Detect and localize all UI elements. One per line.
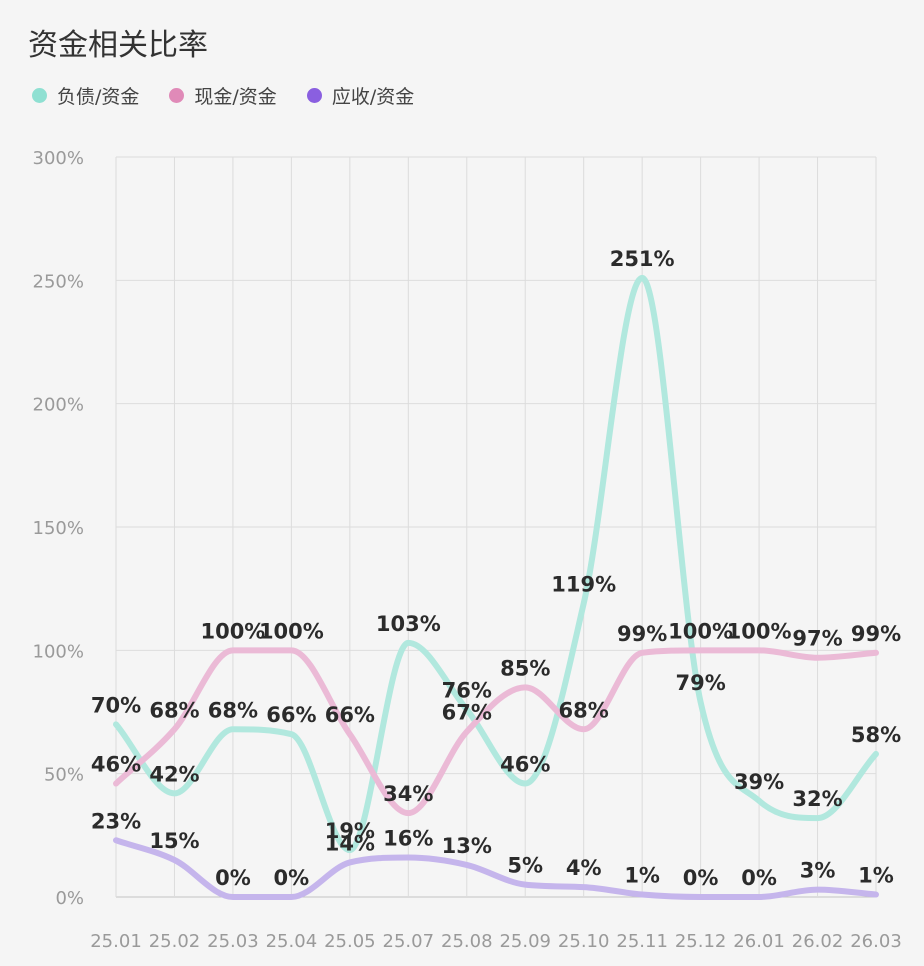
data-label-receivable: 0% (274, 866, 310, 890)
y-tick-label: 0% (55, 888, 84, 909)
data-label-debt: 42% (149, 762, 199, 786)
x-tick-label: 25.10 (558, 931, 610, 952)
data-label-cash: 100% (727, 619, 792, 643)
y-tick-label: 150% (33, 518, 84, 539)
legend-label-debt: 负债/资金 (57, 86, 140, 108)
data-label-cash: 85% (500, 656, 550, 680)
data-label-receivable: 1% (858, 864, 894, 888)
x-tick-label: 25.12 (675, 931, 727, 952)
series-line-receivable (113, 837, 879, 900)
x-tick-label: 25.01 (90, 931, 142, 952)
data-label-receivable: 16% (383, 827, 433, 851)
data-label-receivable: 14% (325, 831, 375, 855)
data-label-receivable: 0% (215, 866, 251, 890)
data-label-cash: 46% (91, 753, 141, 777)
data-label-debt: 32% (792, 787, 842, 811)
data-label-debt: 251% (610, 247, 675, 271)
data-label-receivable: 13% (442, 834, 492, 858)
x-tick-label: 25.07 (383, 931, 435, 952)
x-tick-label: 25.03 (207, 931, 259, 952)
data-label-receivable: 15% (149, 829, 199, 853)
data-label-receivable: 0% (741, 866, 777, 890)
y-tick-label: 50% (44, 765, 84, 786)
data-label-cash: 34% (383, 782, 433, 806)
legend-marker-receivable (306, 88, 322, 103)
x-tick-label: 26.03 (850, 931, 902, 952)
data-label-cash: 100% (668, 619, 733, 643)
legend-marker-cash (169, 88, 185, 103)
data-label-debt: 66% (266, 703, 316, 727)
data-label-cash: 66% (325, 703, 375, 727)
data-label-debt: 70% (91, 693, 141, 717)
x-tick-label: 25.09 (499, 931, 551, 952)
legend-item-receivable[interactable]: 应收/资金 (306, 82, 415, 109)
y-tick-label: 250% (33, 271, 84, 292)
data-label-cash: 68% (149, 698, 199, 722)
legend: 负债/资金 现金/资金 应收/资金 (32, 82, 414, 109)
legend-item-cash[interactable]: 现金/资金 (169, 82, 277, 109)
data-label-debt: 39% (734, 770, 784, 794)
y-tick-label: 300% (33, 148, 84, 169)
data-label-debt: 58% (851, 723, 901, 747)
data-label-debt: 119% (551, 572, 616, 596)
data-label-receivable: 23% (91, 809, 141, 833)
legend-item-debt[interactable]: 负债/资金 (32, 82, 139, 109)
legend-label-cash: 现金/资金 (194, 86, 277, 108)
x-tick-label: 25.02 (149, 931, 201, 952)
data-label-cash: 67% (442, 701, 492, 725)
data-label-debt: 76% (442, 679, 492, 703)
data-label-receivable: 5% (507, 854, 543, 878)
data-label-cash: 99% (617, 622, 667, 646)
data-label-receivable: 0% (683, 866, 719, 890)
data-label-debt: 103% (376, 612, 441, 636)
x-tick-label: 25.11 (616, 931, 668, 952)
data-label-cash: 100% (200, 619, 265, 643)
data-label-cash: 68% (559, 698, 609, 722)
data-label-receivable: 1% (624, 864, 660, 888)
data-label-debt: 46% (500, 753, 550, 777)
data-label-cash: 99% (851, 622, 901, 646)
data-label-debt: 79% (675, 671, 725, 695)
x-tick-label: 25.04 (266, 931, 318, 952)
y-tick-label: 200% (33, 395, 84, 416)
legend-label-receivable: 应收/资金 (331, 86, 415, 108)
data-label-cash: 97% (792, 627, 842, 651)
y-tick-label: 100% (33, 641, 84, 662)
x-tick-label: 26.01 (733, 931, 785, 952)
legend-marker-debt (32, 88, 47, 103)
data-label-cash: 100% (259, 619, 324, 643)
x-tick-label: 25.05 (324, 931, 376, 952)
series-line-debt (113, 274, 879, 854)
data-label-receivable: 3% (800, 859, 836, 883)
series-line-cash (113, 647, 879, 817)
data-label-debt: 68% (208, 698, 258, 722)
data-label-debt: 19% (325, 819, 375, 843)
chart-title: 资金相关比率 (28, 28, 208, 63)
x-tick-label: 26.02 (792, 931, 844, 952)
data-label-receivable: 4% (566, 856, 602, 880)
x-tick-label: 25.08 (441, 931, 493, 952)
